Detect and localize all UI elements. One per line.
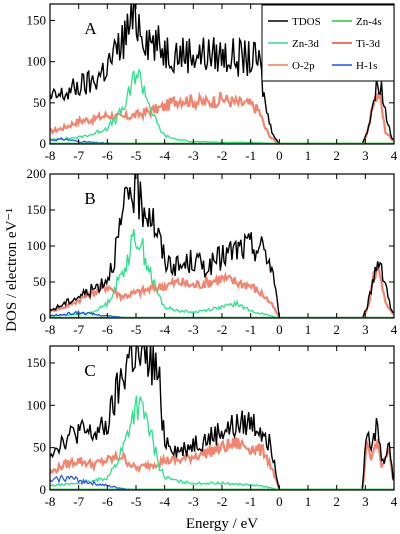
series-tdos	[50, 4, 394, 144]
x-tick-label: -3	[188, 148, 199, 163]
x-tick-label: -6	[102, 322, 113, 337]
x-tick-label: -2	[217, 494, 228, 509]
y-tick-label: 0	[40, 136, 47, 151]
y-tick-label: 0	[40, 482, 47, 497]
y-tick-label: 150	[27, 12, 47, 27]
x-tick-label: 1	[305, 322, 312, 337]
x-axis-label: Energy / eV	[186, 516, 258, 532]
series-zn-3d	[50, 228, 394, 318]
y-tick-label: 100	[27, 397, 47, 412]
panel-c: -8 -7 -6 -5 -4 -3 -2 -1 0 1 2 3 4 0 50 100 150 C	[27, 345, 398, 509]
series-zn-3d	[50, 395, 394, 490]
x-tick-label: 1	[305, 494, 312, 509]
x-tick-label: -6	[102, 148, 113, 163]
x-tick-label: -1	[245, 322, 256, 337]
x-tick-label: 3	[362, 322, 369, 337]
series-tdos	[50, 346, 394, 490]
legend-entry: Zn-3d	[292, 38, 319, 50]
x-tick-label: -4	[159, 148, 170, 163]
panel-letter: A	[84, 19, 97, 38]
x-tick-label: 0	[276, 148, 283, 163]
x-tick-label: 0	[276, 494, 283, 509]
x-tick-label: 2	[333, 322, 340, 337]
y-tick-label: 150	[27, 355, 47, 370]
x-tick-label: -8	[45, 148, 56, 163]
legend-entry: Ti-3d	[356, 38, 381, 50]
x-tick-label: -3	[188, 494, 199, 509]
series-o-2p	[50, 437, 394, 490]
legend-entry: H-1s	[356, 60, 377, 72]
y-tick-label: 50	[33, 440, 46, 455]
plot-frame	[49, 173, 395, 319]
x-tick-label: 2	[333, 494, 340, 509]
x-tick-label: 2	[333, 148, 340, 163]
x-tick-label: 4	[391, 494, 398, 509]
x-tick-label: -4	[159, 494, 170, 509]
x-tick-label: -5	[131, 148, 142, 163]
series-o-2p	[50, 91, 394, 144]
series-o-2p	[50, 262, 394, 318]
y-tick-label: 50	[33, 95, 46, 110]
x-tick-label: -7	[73, 494, 84, 509]
x-tick-label: 4	[391, 322, 398, 337]
x-tick-label: -3	[188, 322, 199, 337]
x-tick-label: -7	[73, 148, 84, 163]
x-tick-label: -6	[102, 494, 113, 509]
legend-entry: O-2p	[292, 60, 315, 72]
y-tick-label: 50	[33, 274, 46, 289]
x-tick-label: -1	[245, 494, 256, 509]
x-tick-label: -2	[217, 322, 228, 337]
y-tick-label: 150	[27, 202, 47, 217]
legend: TDOS Zn-4s Zn-3d Ti-3d O-2p H-1s	[261, 4, 395, 82]
x-tick-label: -5	[131, 494, 142, 509]
x-tick-label: -7	[73, 322, 84, 337]
x-tick-label: 3	[362, 494, 369, 509]
y-tick-label: 100	[27, 238, 47, 253]
panel-a: -8 -7 -6 -5 -4 -3 -2 -1 0 1 2 3 4 0 50 100 150 A	[27, 3, 398, 163]
legend-entry: TDOS	[292, 16, 321, 28]
series-tdos	[50, 174, 394, 318]
y-axis-label: DOS / electron eV⁻¹	[4, 208, 20, 332]
x-tick-label: -8	[45, 322, 56, 337]
y-tick-label: 0	[40, 310, 47, 325]
x-tick-label: -5	[131, 322, 142, 337]
y-tick-label: 200	[27, 166, 47, 181]
x-tick-label: 1	[305, 148, 312, 163]
x-tick-label: -1	[245, 148, 256, 163]
x-tick-label: -4	[159, 322, 170, 337]
y-tick-label: 100	[27, 54, 47, 69]
x-tick-label: -8	[45, 494, 56, 509]
panel-b: -8 -7 -6 -5 -4 -3 -2 -1 0 1 2 3 4 0 50 100 150 200 B	[27, 166, 398, 337]
legend-entry: Zn-4s	[356, 16, 382, 28]
panel-letter: B	[84, 189, 95, 208]
x-tick-label: 0	[276, 322, 283, 337]
x-tick-label: -2	[217, 148, 228, 163]
x-tick-label: 4	[391, 148, 398, 163]
panel-letter: C	[84, 361, 95, 380]
x-tick-label: 3	[362, 148, 369, 163]
